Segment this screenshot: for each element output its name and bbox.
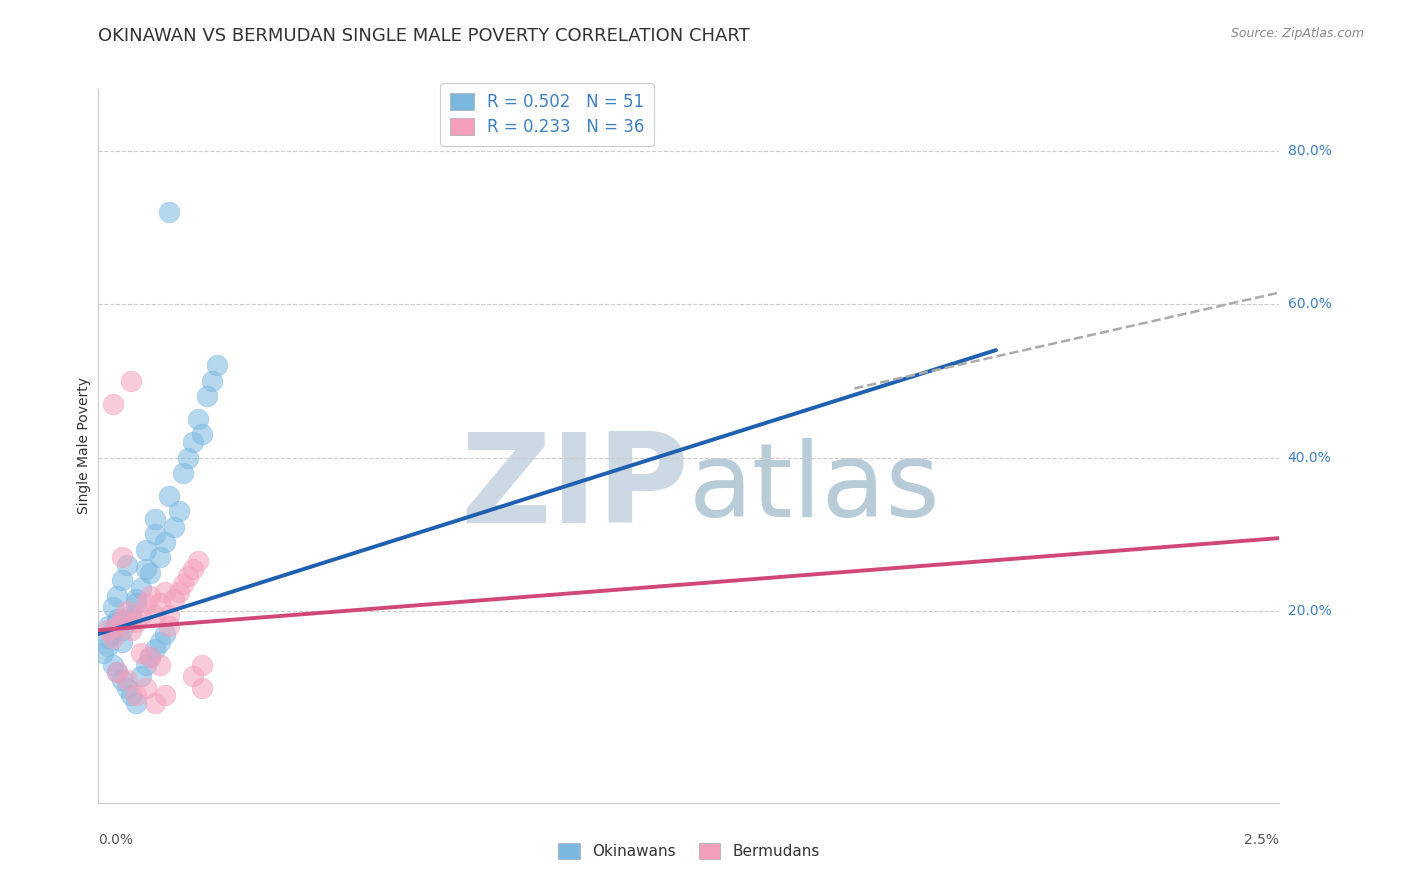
Point [101,397,124,411]
Text: 60.0%: 60.0% [1288,297,1331,311]
Point [143,642,166,657]
Point [115,604,138,618]
Point [139,650,162,665]
Point [157,619,180,633]
Point [121,607,143,622]
Point [111,550,134,565]
Point [191,681,214,695]
Text: atlas: atlas [689,438,941,540]
Legend: Okinawans, Bermudans: Okinawans, Bermudans [551,835,827,866]
Point [97,639,120,653]
Text: OKINAWAN VS BERMUDAN SINGLE MALE POVERTY CORRELATION CHART: OKINAWAN VS BERMUDAN SINGLE MALE POVERTY… [98,27,751,45]
Point [181,669,204,683]
Point [172,577,194,591]
Point [135,657,157,672]
Point [105,665,128,680]
Text: Source: ZipAtlas.com: Source: ZipAtlas.com [1230,27,1364,40]
Text: 0.0%: 0.0% [98,833,134,847]
Point [149,550,172,565]
Y-axis label: Single Male Poverty: Single Male Poverty [77,377,91,515]
Point [139,566,162,580]
Point [149,634,172,648]
Text: ZIP: ZIP [460,428,689,549]
Point [149,657,172,672]
Point [121,689,143,703]
Point [115,615,138,630]
Point [157,205,180,219]
Point [105,612,128,626]
Point [157,489,180,503]
Point [191,657,214,672]
Point [105,589,128,603]
Text: 2.5%: 2.5% [1244,833,1279,847]
Point [181,435,204,450]
Point [187,412,209,426]
Point [111,574,134,588]
Point [101,623,124,637]
Point [111,634,134,648]
Point [97,619,120,633]
Point [143,527,166,541]
Point [135,596,157,610]
Point [125,696,148,710]
Point [172,466,194,480]
Point [105,615,128,630]
Point [129,669,152,683]
Point [167,584,190,599]
Point [163,592,186,607]
Point [163,519,186,533]
Point [135,681,157,695]
Point [97,631,120,645]
Point [201,374,224,388]
Point [125,592,148,607]
Point [91,646,114,660]
Point [105,665,128,680]
Point [129,646,152,660]
Point [153,627,176,641]
Point [129,607,152,622]
Point [125,689,148,703]
Point [177,569,200,583]
Point [101,657,124,672]
Point [205,359,228,373]
Point [111,673,134,687]
Point [139,650,162,665]
Point [97,623,120,637]
Point [105,619,128,633]
Point [149,596,172,610]
Text: 80.0%: 80.0% [1288,144,1331,158]
Point [187,554,209,568]
Point [191,427,214,442]
Point [143,696,166,710]
Text: 20.0%: 20.0% [1288,604,1331,618]
Point [153,689,176,703]
Point [111,623,134,637]
Point [111,612,134,626]
Point [115,673,138,687]
Point [129,581,152,595]
Point [195,389,218,403]
Point [181,562,204,576]
Point [121,374,143,388]
Point [143,607,166,622]
Point [135,542,157,557]
Point [135,562,157,576]
Point [143,512,166,526]
Point [115,681,138,695]
Point [101,600,124,615]
Point [139,589,162,603]
Point [125,596,148,610]
Point [177,450,200,465]
Point [125,615,148,630]
Point [121,612,143,626]
Point [101,627,124,641]
Point [101,631,124,645]
Text: 40.0%: 40.0% [1288,450,1331,465]
Point [167,504,190,518]
Point [153,535,176,549]
Point [115,558,138,572]
Point [157,607,180,622]
Point [121,623,143,637]
Point [153,584,176,599]
